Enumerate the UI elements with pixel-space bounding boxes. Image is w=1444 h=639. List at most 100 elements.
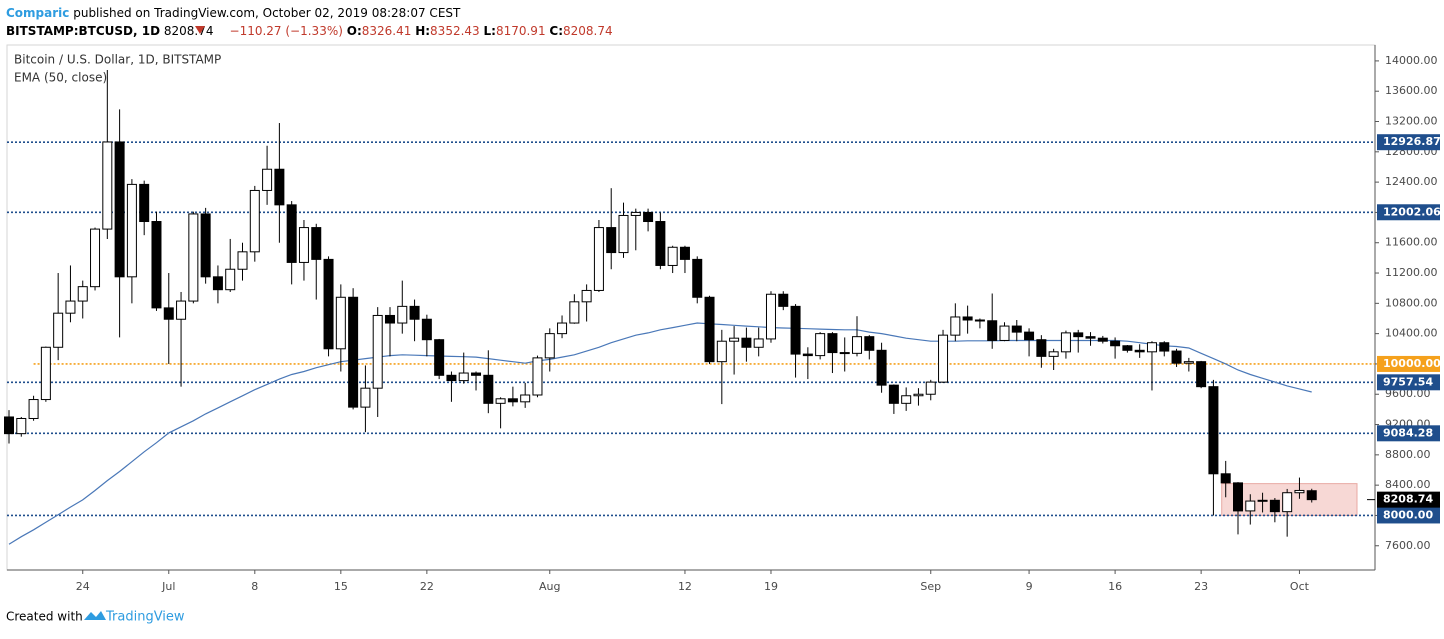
candle-body: [348, 296, 359, 408]
candle-body: [163, 307, 174, 320]
candle-body: [655, 221, 666, 266]
candle-body: [790, 305, 801, 355]
change: −110.27 (−1.33%): [230, 24, 343, 38]
x-tick-label: Oct: [1290, 580, 1310, 593]
candle-body: [716, 340, 727, 363]
candle-body: [1159, 342, 1170, 352]
plot: [4, 70, 1375, 545]
candle-body: [1269, 499, 1280, 513]
close: 8208.74: [563, 24, 613, 38]
candle-body: [778, 293, 789, 307]
candle-body: [335, 296, 346, 350]
candle-body: [729, 337, 740, 342]
y-tick-label: 8400.00: [1385, 478, 1431, 491]
candle-body: [925, 381, 936, 395]
high-label: H:: [415, 24, 430, 38]
candle-body: [16, 417, 27, 435]
candle-body: [557, 322, 568, 335]
candle-body: [1110, 340, 1121, 347]
x-tick-label: 19: [764, 580, 778, 593]
candle-body: [753, 338, 764, 348]
candle-body: [249, 189, 260, 253]
published: published on TradingView.com, October 02…: [73, 6, 461, 20]
candle-body: [1122, 345, 1133, 351]
candle-body: [901, 395, 912, 404]
candle-body: [53, 312, 64, 348]
candle-body: [65, 300, 76, 314]
candle-body: [40, 346, 51, 401]
candle-body: [987, 320, 998, 341]
candle-body: [1257, 499, 1268, 502]
candle-body: [298, 227, 309, 263]
y-tick-label: 11200.00: [1385, 266, 1438, 279]
candle-body: [950, 316, 961, 336]
y-tick-label: 9600.00: [1385, 387, 1431, 400]
candle-body: [1146, 342, 1157, 353]
candle-body: [102, 141, 113, 230]
low-label: L:: [484, 24, 496, 38]
level-label-box: [1377, 507, 1440, 524]
x-tick-label: 22: [420, 580, 434, 593]
candle-body: [704, 296, 715, 363]
candle-body: [1306, 490, 1317, 501]
candle-body: [1245, 500, 1256, 512]
candle-body: [520, 394, 531, 403]
candle-body: [815, 333, 826, 357]
candle-body: [90, 228, 101, 288]
candle-body: [126, 183, 137, 278]
header-line: Comparic published on TradingView.com, O…: [6, 6, 461, 20]
candle-body: [839, 352, 850, 355]
candle-body: [483, 374, 494, 404]
level-label-box: [1377, 425, 1440, 442]
y-tick-label: 7600.00: [1385, 539, 1431, 552]
y-tick-label: 11600.00: [1385, 236, 1438, 249]
ema-line: [8, 322, 1312, 545]
candle-body: [888, 384, 899, 404]
candle-body: [913, 393, 924, 397]
level-label: 10000.00: [1383, 357, 1441, 370]
candle-body: [532, 357, 543, 396]
x-tick-label: 23: [1194, 580, 1208, 593]
level-label: 9757.54: [1383, 375, 1433, 388]
x-tick-label: 16: [1108, 580, 1122, 593]
candle-body: [1134, 349, 1145, 353]
candle-body: [581, 289, 592, 303]
last-price-label: 8208.74: [1383, 493, 1433, 506]
candle-body: [1220, 473, 1231, 484]
candle-body: [1085, 336, 1096, 339]
footer-created: Created with: [6, 610, 83, 624]
candle-body: [1208, 386, 1219, 475]
candle-body: [1011, 325, 1022, 333]
candle-body: [630, 211, 641, 216]
candle-body: [176, 300, 187, 320]
candle-body: [286, 204, 297, 263]
y-tick-label: 12400.00: [1385, 175, 1438, 188]
candle-body: [606, 227, 617, 254]
candle-body: [643, 211, 654, 223]
publisher[interactable]: Comparic: [6, 6, 69, 20]
candle-body: [262, 168, 273, 191]
y-tick-label: 8800.00: [1385, 448, 1431, 461]
open: 8326.41: [362, 24, 412, 38]
chart-title: Bitcoin / U.S. Dollar, 1D, BITSTAMP: [14, 53, 221, 67]
last-price-box: [1377, 491, 1440, 508]
candle-body: [593, 227, 604, 291]
y-tick-label: 10400.00: [1385, 327, 1438, 340]
legend-entry: EMA (50, close): [14, 71, 107, 85]
footer-brand[interactable]: TradingView: [105, 610, 185, 625]
symbol-line: BITSTAMP:BTCUSD, 1D 8208.74 −110.27 (−1.3…: [6, 24, 613, 38]
candle-body: [114, 141, 125, 278]
down-arrow: [195, 26, 205, 34]
candle-body: [372, 314, 383, 389]
x-tick-label: 8: [251, 580, 258, 593]
candle-body: [212, 276, 223, 291]
x-tick-label: 15: [334, 580, 348, 593]
candle-body: [692, 258, 703, 298]
candle-body: [1024, 331, 1035, 341]
candle-body: [139, 183, 150, 223]
candle-body: [938, 334, 949, 383]
level-label: 9084.28: [1383, 426, 1433, 439]
x-tick-label: Sep: [920, 580, 941, 593]
